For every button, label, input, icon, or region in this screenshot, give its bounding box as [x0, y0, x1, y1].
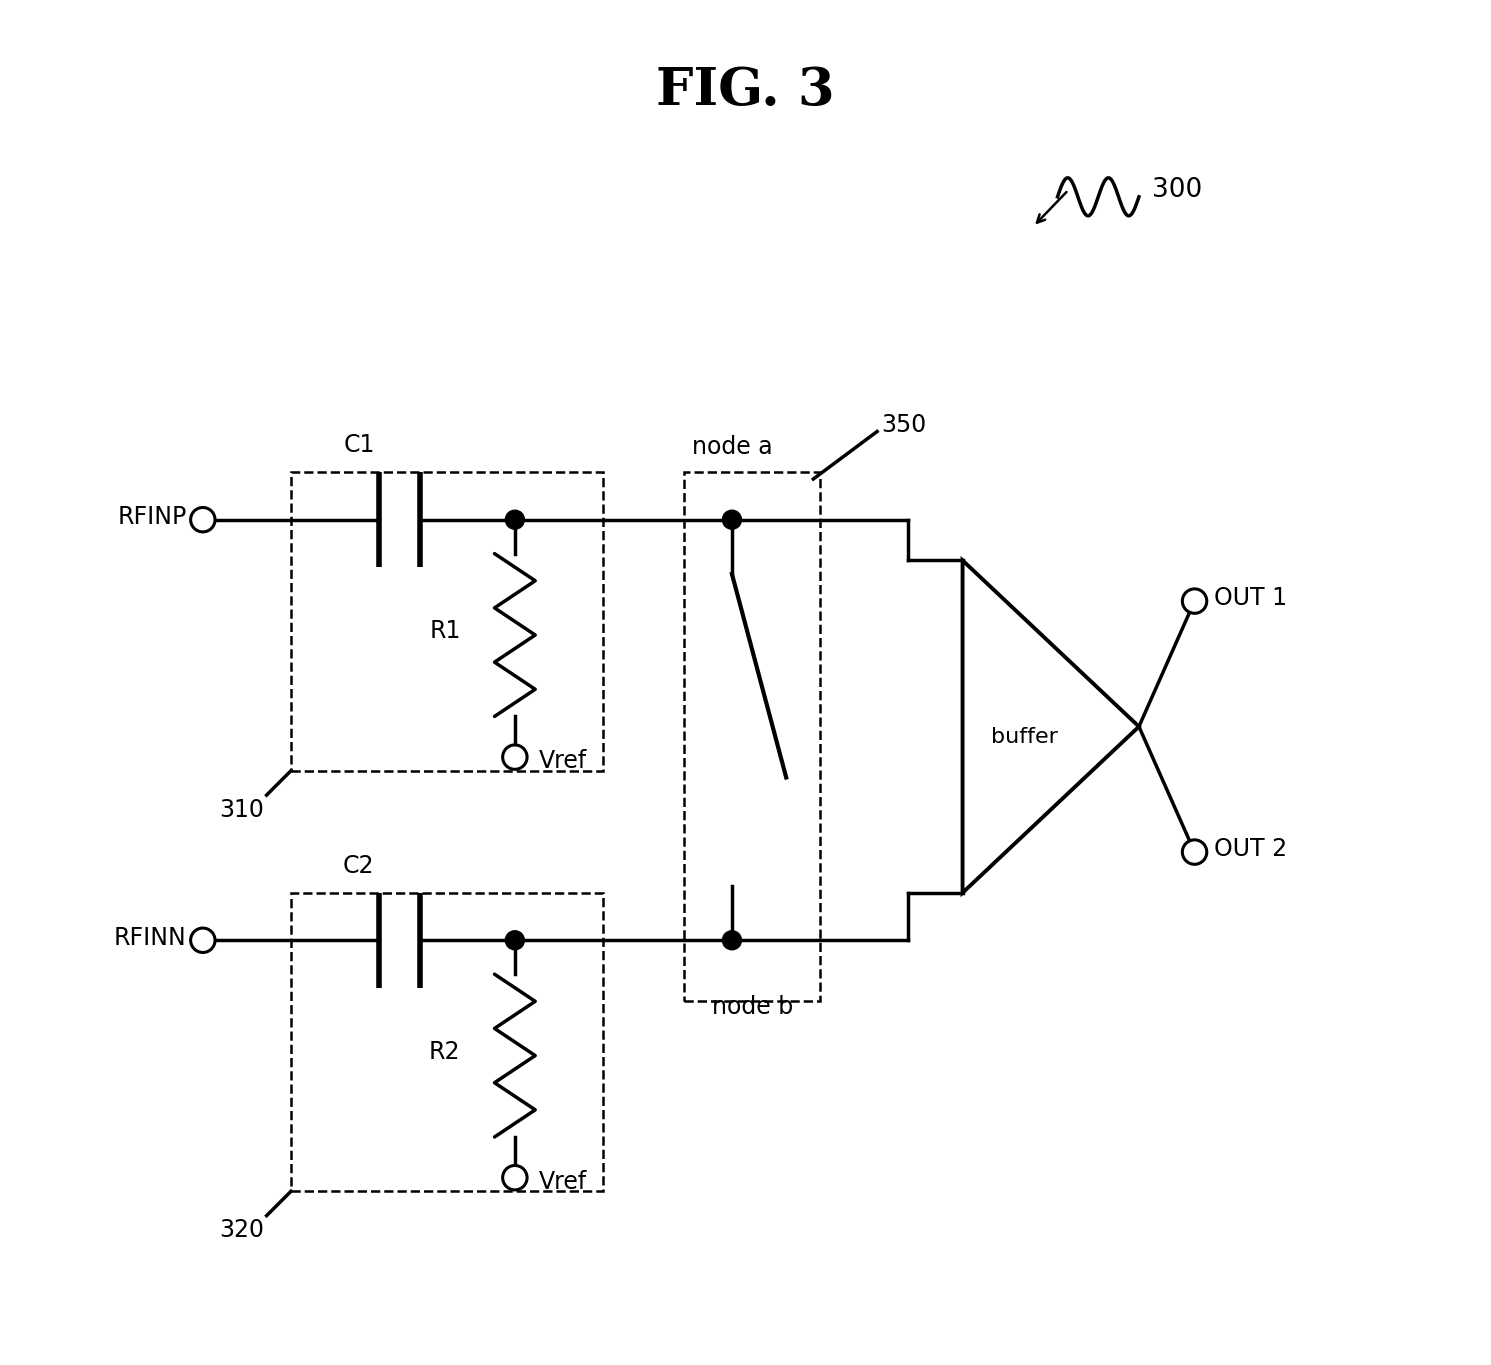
- Text: Vref: Vref: [540, 749, 587, 773]
- Text: RFINP: RFINP: [118, 505, 186, 530]
- Text: C2: C2: [343, 853, 374, 878]
- Text: R1: R1: [429, 618, 461, 643]
- Circle shape: [505, 511, 525, 530]
- Text: 310: 310: [219, 797, 264, 822]
- Text: buffer: buffer: [992, 728, 1057, 748]
- Circle shape: [1184, 591, 1205, 612]
- Text: OUT 1: OUT 1: [1214, 587, 1287, 610]
- Circle shape: [1184, 842, 1205, 863]
- Text: C1: C1: [343, 433, 374, 457]
- Circle shape: [723, 931, 741, 950]
- Text: 320: 320: [219, 1219, 264, 1242]
- Circle shape: [504, 747, 525, 767]
- Bar: [291, 472, 602, 771]
- Circle shape: [192, 930, 213, 950]
- Bar: [684, 472, 820, 1002]
- Circle shape: [723, 511, 741, 530]
- Text: FIG. 3: FIG. 3: [656, 66, 835, 116]
- Circle shape: [504, 1167, 525, 1188]
- Text: 300: 300: [1153, 177, 1203, 203]
- Text: Vref: Vref: [540, 1170, 587, 1194]
- Text: R2: R2: [429, 1040, 461, 1063]
- Text: RFINN: RFINN: [113, 925, 186, 950]
- Bar: [291, 893, 602, 1192]
- Text: OUT 2: OUT 2: [1214, 837, 1287, 861]
- Text: 350: 350: [881, 412, 926, 437]
- Circle shape: [192, 509, 213, 530]
- Polygon shape: [963, 561, 1139, 893]
- Text: node a: node a: [692, 434, 772, 459]
- Circle shape: [505, 931, 525, 950]
- Text: node b: node b: [711, 995, 793, 1018]
